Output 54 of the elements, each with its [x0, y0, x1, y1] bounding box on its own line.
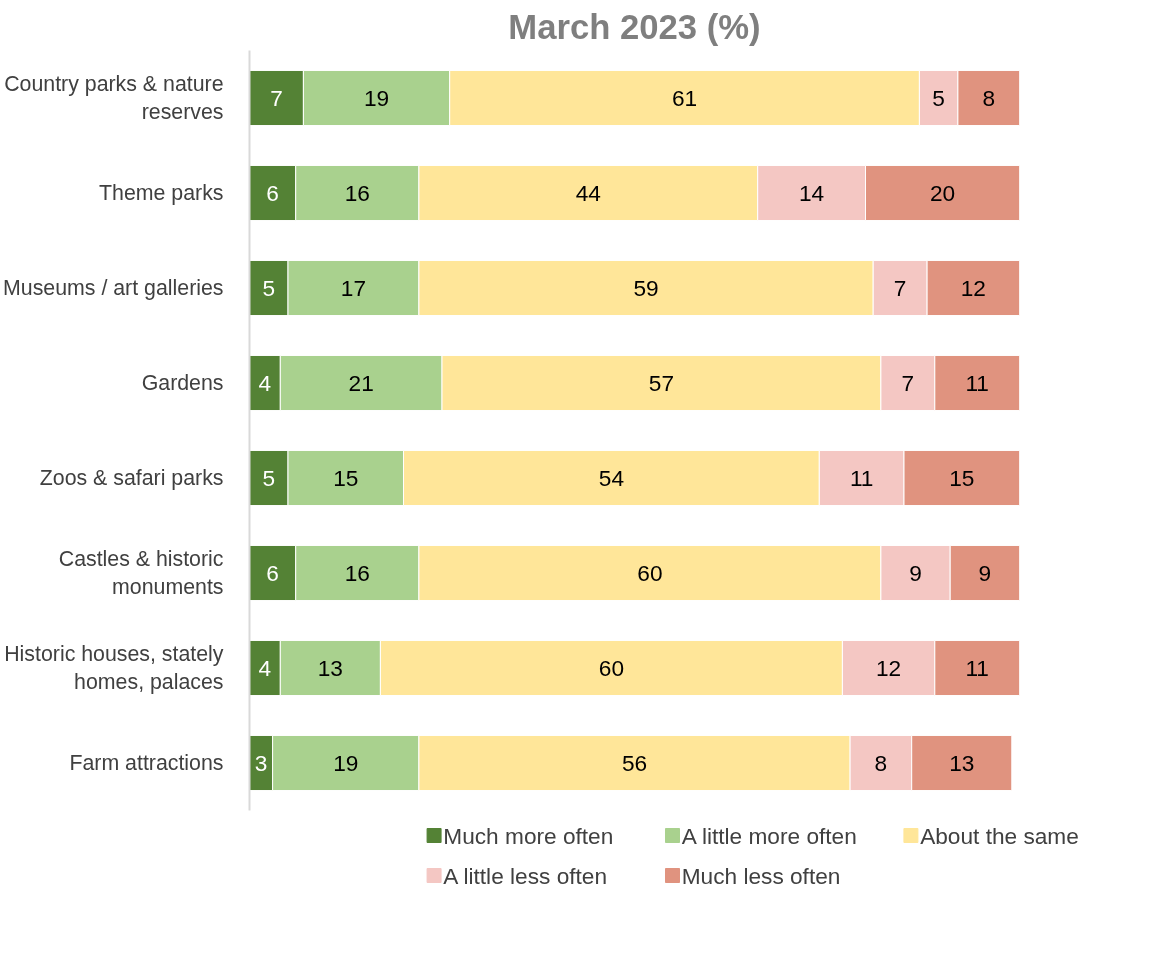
data-label: 56 — [621, 749, 648, 776]
data-label: 20 — [929, 179, 956, 206]
data-label: 13 — [949, 749, 975, 776]
y-tick-label: Castles & historic monuments — [58, 546, 224, 600]
data-label: 14 — [799, 179, 825, 206]
legend-label: Much less often — [681, 862, 841, 889]
data-label: 4 — [258, 654, 272, 681]
data-label: 12 — [960, 274, 986, 301]
data-label: 15 — [333, 464, 359, 491]
data-label: 59 — [633, 274, 659, 301]
data-label: 44 — [575, 179, 601, 206]
data-label: 16 — [344, 559, 370, 586]
data-label: 8 — [982, 84, 996, 111]
data-label: 60 — [637, 559, 663, 586]
data-label: 6 — [266, 179, 279, 206]
data-label: 7 — [893, 274, 907, 301]
y-tick-label: Museums / art galleries — [3, 276, 224, 300]
data-label: 61 — [671, 84, 698, 111]
data-label: 13 — [317, 654, 343, 681]
data-label: 11 — [849, 464, 874, 491]
data-label: 5 — [262, 274, 276, 301]
data-label: 5 — [932, 84, 945, 111]
data-label: 60 — [598, 654, 624, 681]
data-label: 11 — [965, 654, 989, 681]
data-label: 12 — [876, 654, 902, 681]
y-tick-label: Farm attractions — [69, 751, 224, 775]
data-label: 9 — [909, 559, 922, 586]
y-tick-label: Zoos & safari parks — [39, 466, 224, 490]
data-label: 5 — [262, 464, 276, 491]
data-label: 19 — [333, 749, 359, 776]
y-tick-label: Historic houses, stately homes, palaces — [4, 641, 224, 695]
y-tick-label: Country parks & nature reserves — [4, 71, 224, 125]
data-label: 4 — [258, 369, 272, 396]
legend-label: A little more often — [681, 822, 857, 849]
chart-title: March 2023 (%) — [508, 7, 761, 46]
data-label: 7 — [270, 84, 283, 111]
legend-label: Much more often — [443, 822, 614, 849]
data-label: 15 — [949, 464, 975, 491]
y-tick-label: Theme parks — [99, 181, 224, 205]
data-label: 9 — [978, 559, 992, 586]
data-label: 54 — [598, 464, 624, 491]
legend-label: About the same — [920, 822, 1079, 849]
data-label: 16 — [344, 179, 370, 206]
data-label: 19 — [363, 84, 390, 111]
data-label: 8 — [874, 749, 888, 776]
data-label: 57 — [648, 369, 675, 396]
data-label: 7 — [901, 369, 915, 396]
data-label: 6 — [266, 559, 279, 586]
legend-label: A little less often — [443, 862, 608, 889]
y-tick-label: Gardens — [141, 371, 224, 395]
data-label: 17 — [340, 274, 367, 301]
data-label: 11 — [965, 369, 989, 396]
data-label: 21 — [348, 369, 374, 396]
data-label: 3 — [254, 749, 268, 776]
